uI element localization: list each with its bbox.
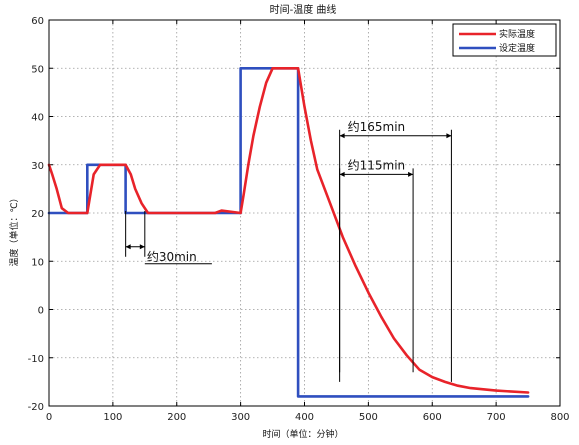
x-tick-label: 400	[295, 412, 314, 423]
arrow-head	[446, 133, 452, 139]
tick-labels: 0 100 200 300 400 500 600 700 800 -20 -10 0 10 20 30 40…	[28, 16, 570, 423]
series-line-setpoint	[47, 67, 530, 398]
x-tick-label: 200	[167, 412, 186, 423]
x-tick-label: 100	[103, 412, 122, 423]
y-tick-label: 50	[31, 64, 44, 75]
arrow-head	[139, 244, 145, 250]
x-tick-label: 300	[231, 412, 250, 423]
x-tick-label: 0	[46, 412, 52, 423]
annotation-label: 约115min	[348, 157, 406, 172]
arrow-head	[125, 244, 131, 250]
y-tick-label: 60	[31, 16, 44, 27]
plot-frame	[48, 19, 561, 407]
x-tick-label: 600	[423, 412, 442, 423]
series-line-actual	[47, 67, 530, 394]
y-tick-label: -10	[28, 354, 44, 365]
legend-label-actual: 实际温度	[499, 28, 535, 40]
chart-title: 时间-温度 曲线	[270, 3, 337, 16]
legend: 实际温度 设定温度	[452, 23, 557, 57]
arrow-head	[339, 133, 345, 139]
y-axis-label: 温度（单位：℃）	[8, 193, 20, 266]
x-tick-label: 800	[550, 412, 569, 423]
x-tick-label: 500	[359, 412, 378, 423]
y-tick-label: 30	[31, 161, 44, 172]
arrow-head	[408, 171, 414, 177]
y-tick-label: -20	[28, 402, 44, 413]
annotations: 约30min 约115min 约165min	[125, 119, 452, 382]
annotation-label: 约30min	[147, 249, 197, 264]
y-tick-label: 40	[31, 113, 44, 124]
annotation-label: 约165min	[348, 119, 406, 134]
legend-box	[452, 23, 557, 57]
y-tick-label: 20	[31, 209, 44, 220]
y-tick-label: 0	[38, 306, 44, 317]
legend-label-setpoint: 设定温度	[499, 42, 535, 54]
series-lines	[47, 67, 530, 398]
arrow-head	[339, 171, 345, 177]
y-tick-label: 10	[31, 257, 44, 268]
x-axis-label: 时间（单位：分钟）	[262, 428, 343, 440]
x-tick-label: 700	[487, 412, 506, 423]
